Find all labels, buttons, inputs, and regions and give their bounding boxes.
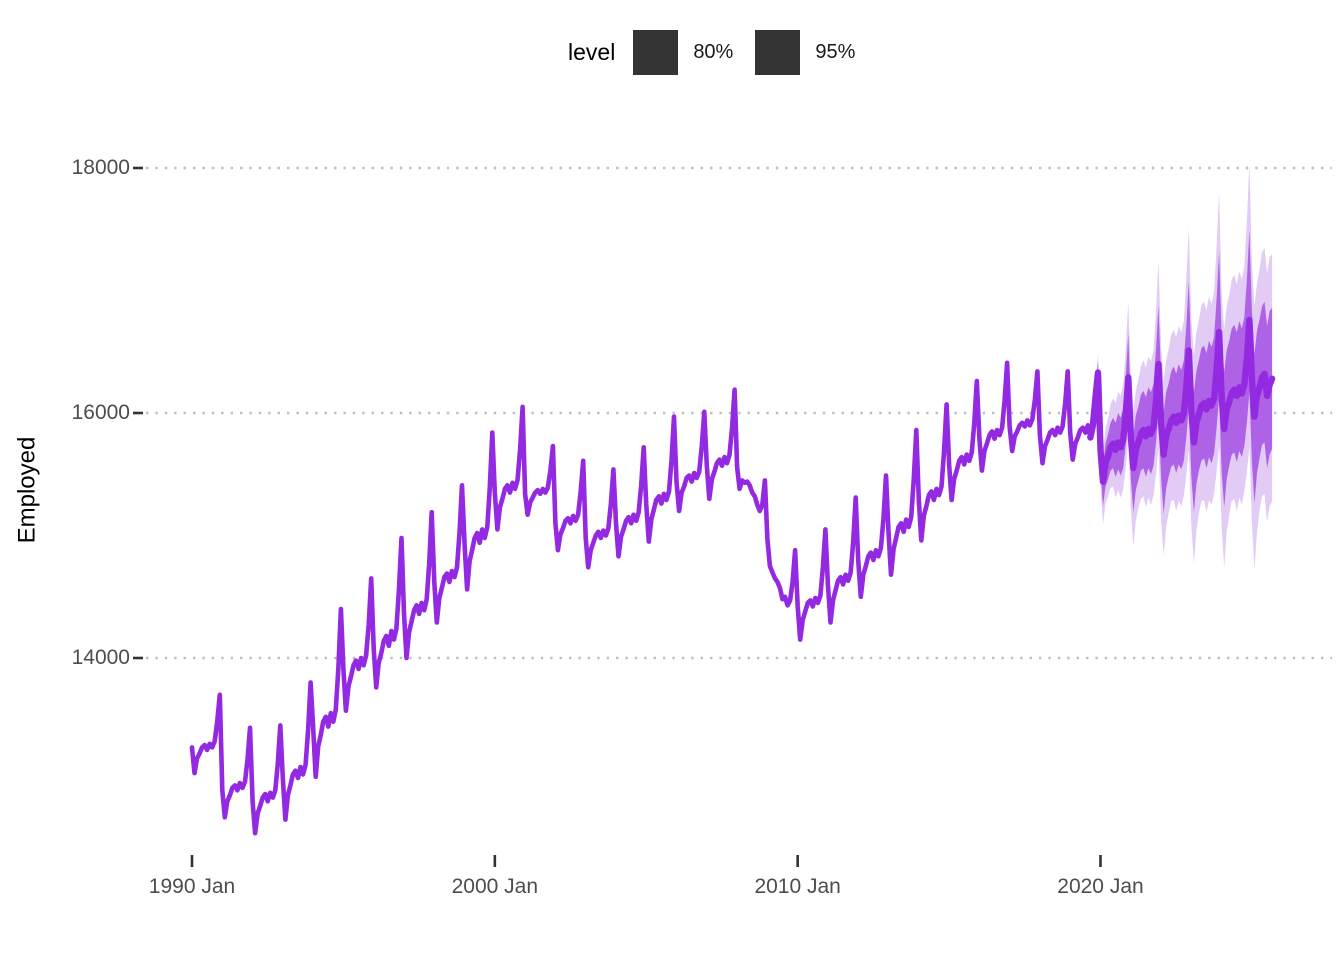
legend-title: level [568, 39, 616, 65]
legend-label-80: 80% [693, 41, 734, 63]
legend-key-95-icon [755, 30, 801, 75]
x-tick-label-2000: 2000 Jan [451, 875, 539, 898]
x-tick-label-1990: 1990 Jan [148, 875, 236, 898]
legend: level 80% 95% [568, 30, 877, 75]
axis-tick-marks [133, 166, 1102, 867]
x-tick-label-2020: 2020 Jan [1057, 875, 1144, 898]
legend-label-95: 95% [815, 41, 856, 63]
forecast-mean-line [1087, 316, 1276, 485]
x-tick-label-2010: 2010 Jan [754, 875, 841, 898]
y-tick-label-18000: 18000 [71, 156, 130, 179]
historical-line [189, 360, 1093, 836]
y-axis-title: Employed [13, 436, 41, 544]
y-tick-label-14000: 14000 [71, 646, 130, 669]
legend-key-80-icon [633, 30, 679, 75]
y-tick-label-16000: 16000 [71, 401, 130, 424]
